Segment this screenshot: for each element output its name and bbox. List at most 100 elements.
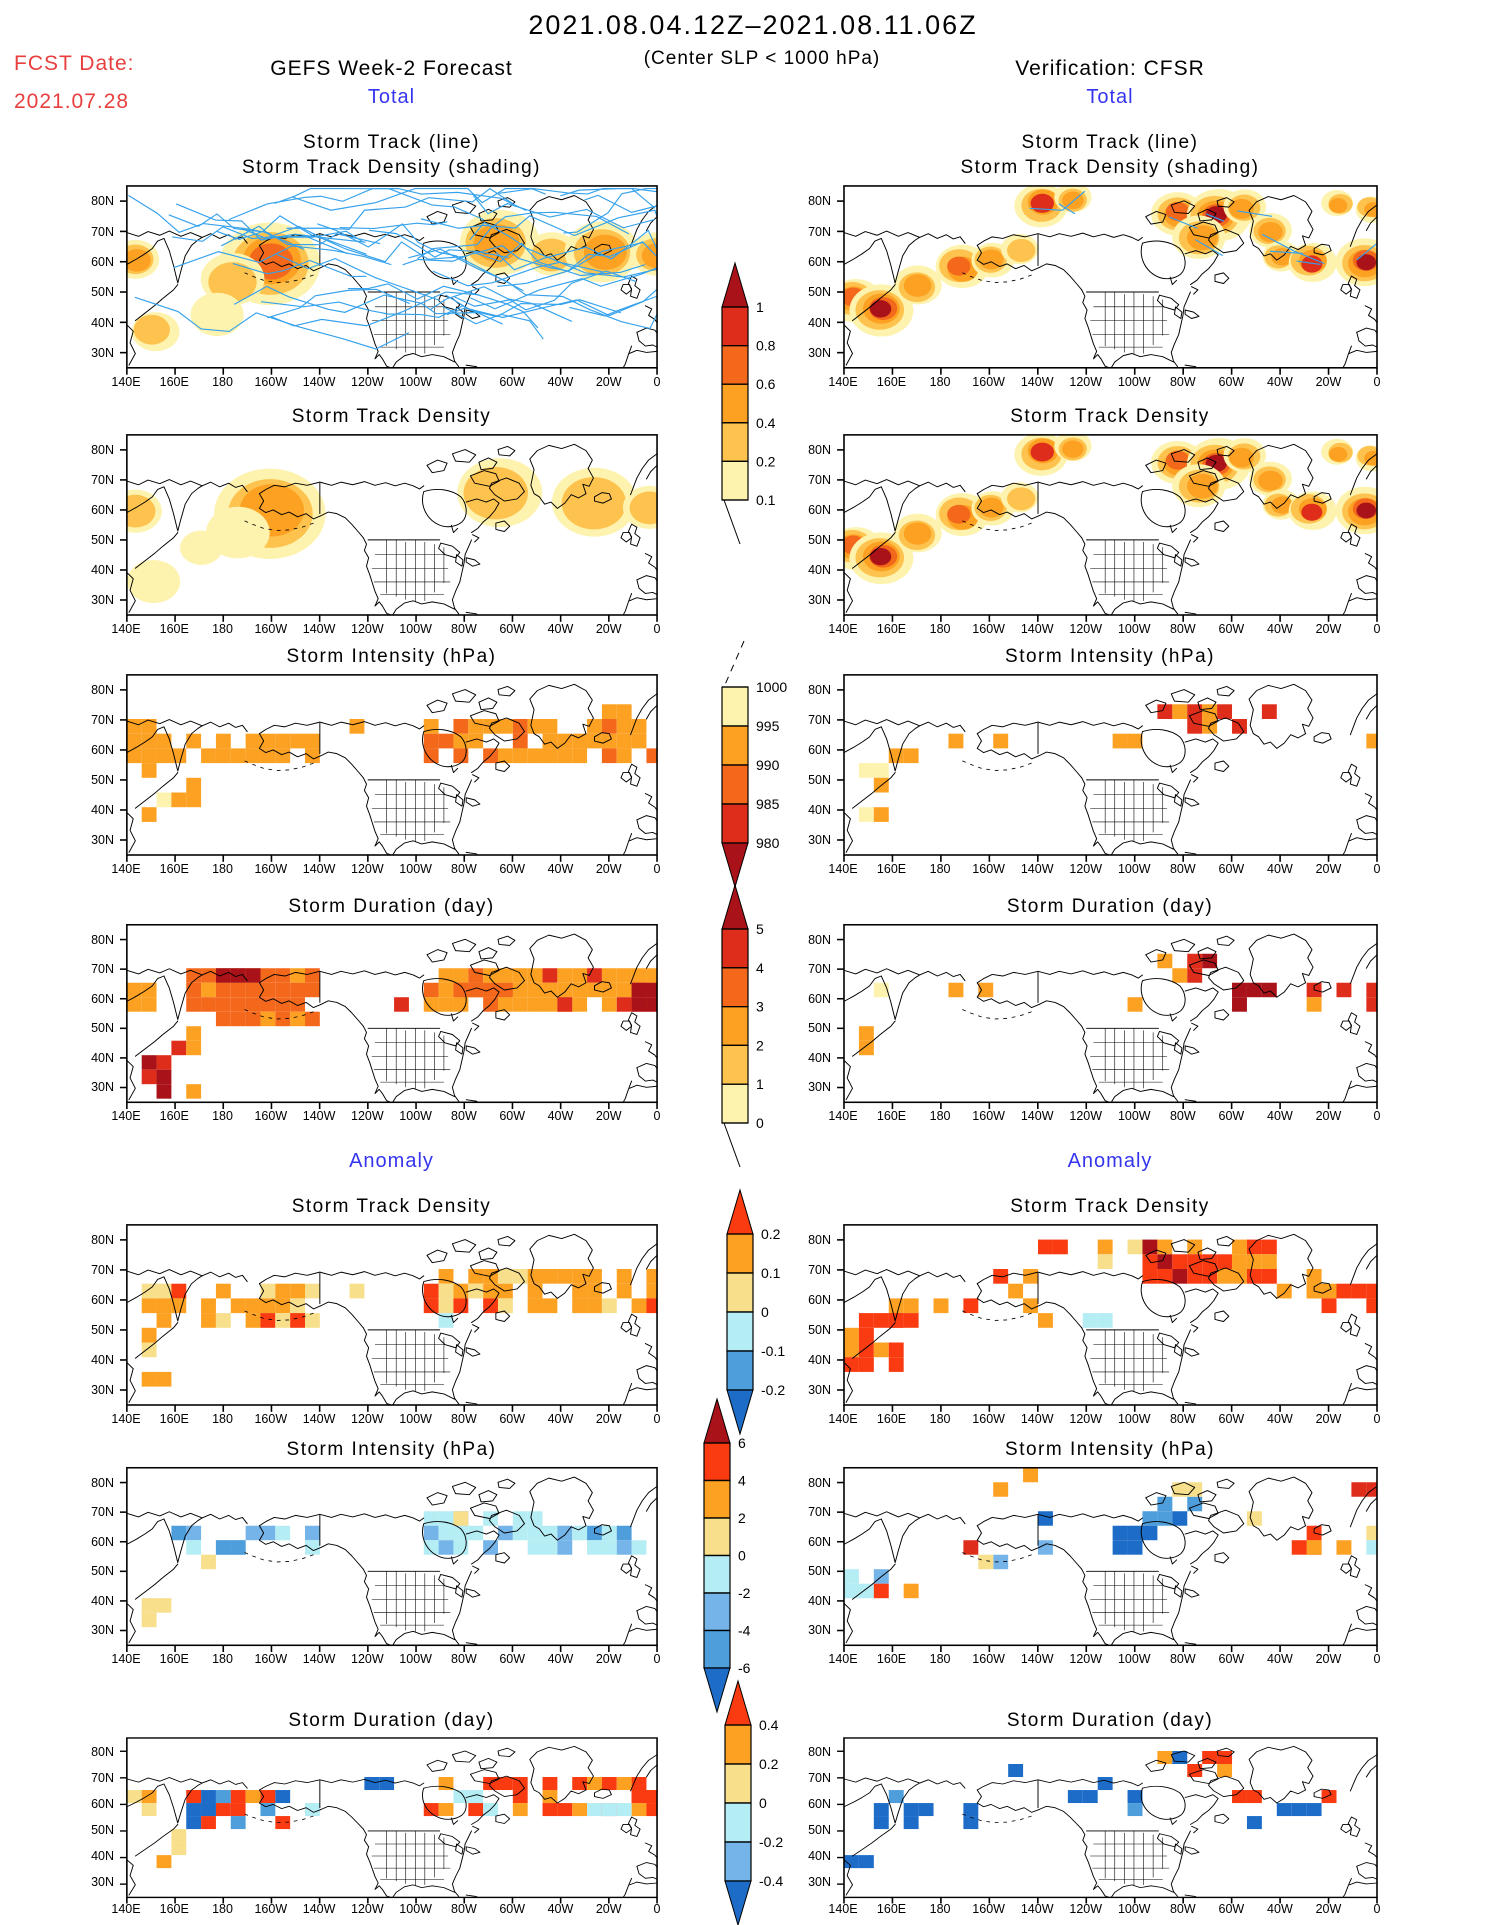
lon-tick-label: 0 [1373,862,1381,876]
lon-tick-label: 140W [1020,375,1054,389]
storm-track-line [1205,213,1225,222]
colorbar-tick-label: 0.1 [756,492,776,508]
lon-tick-label: 160W [254,1412,288,1426]
lon-tick-label: 100W [1117,622,1151,636]
lat-tick-label: 80N [91,682,114,697]
colorbar-tick-label: -0.1 [761,1343,785,1359]
lat-tick-label: 40N [91,1593,114,1608]
lon-tick-label: 160E [159,1109,189,1123]
storm-track-line [347,283,479,300]
lon-tick-label: 140E [828,1652,858,1666]
storm-track-line [1356,242,1378,262]
lon-tick-label: 120W [1069,375,1103,389]
lon-tick-label: 40W [547,1902,574,1916]
storm-track-line [432,261,604,287]
storm-track-line [584,188,658,213]
storm-track-line [291,188,546,211]
lon-tick-label: 140W [302,862,336,876]
lon-tick-label: 60W [499,862,526,876]
lat-tick-label: 80N [91,194,114,209]
lat-tick-label: 80N [91,1744,114,1759]
lon-tick-label: 80W [1169,1412,1196,1426]
lon-tick-label: 0 [1373,1652,1381,1666]
map-total_intensity_cfsr [837,674,1378,862]
storm-track-line [339,221,448,230]
colorbar-tick-label: 0.4 [759,1717,779,1733]
lon-tick-label: 160W [254,622,288,636]
storm-track-line [368,229,509,259]
colorbar-tick-label: -2 [738,1585,751,1601]
lat-tick-label: 50N [808,285,831,300]
colorbar-tick-label: 0 [738,1548,746,1564]
lat-tick-label: 80N [808,1744,831,1759]
storm-track-line [470,267,658,310]
lon-tick-label: 120W [351,1109,384,1123]
lon-tick-label: 0 [1373,1412,1381,1426]
lat-tick-label: 30N [808,593,831,607]
lon-tick-label: 160W [972,622,1005,636]
colorbar-tick-label: -0.2 [759,1834,783,1850]
lat-tick-label: 80N [91,932,114,947]
lat-tick-label: 30N [808,345,831,360]
lon-tick-label: 160E [876,1109,907,1123]
lon-tick-label: 140E [111,1902,141,1916]
colorbar-total_duration: 5 4 3 2 1 0 [721,883,764,1168]
lon-tick-label: 140E [828,1412,858,1426]
lon-tick-label: 60W [499,375,526,389]
lon-tick-label: 160W [254,862,288,876]
lon-tick-label: 40W [1267,1412,1293,1426]
lon-tick-label: 120W [351,1652,384,1666]
lon-tick-label: 140W [302,375,336,389]
lon-tick-label: 100W [1117,1109,1151,1123]
lat-tick-label: 70N [91,473,114,487]
lon-tick-label: 20W [595,862,622,876]
section-label-anomaly-right: Anomaly [1067,1150,1153,1172]
colorbar-tick-label: 0 [756,1115,764,1131]
lon-tick-label: 140W [1020,1412,1054,1426]
colorbar-tick-label: 0.6 [756,376,776,392]
lon-tick-label: 40W [547,862,574,876]
storm-track-line [216,215,367,255]
lon-tick-label: 160E [876,622,907,636]
lat-tick-label: 80N [808,442,831,457]
lon-tick-label: 80W [451,1652,477,1666]
lon-tick-label: 40W [1267,1902,1293,1916]
panel-title-anom_duration_gefs: Storm Duration (day) [288,1710,495,1731]
lon-tick-label: 120W [1069,1109,1103,1123]
lon-tick-label: 40W [1267,1109,1293,1123]
lon-tick-label: 160W [254,375,288,389]
storm-track-line [261,301,503,325]
lon-tick-label: 160E [876,375,907,389]
map-anom_intensity_cfsr [837,1466,1378,1653]
storm-track-line [473,241,645,272]
storm-track-line [270,291,539,329]
lon-tick-label: 0 [653,1109,661,1123]
lat-tick-label: 50N [808,532,831,547]
lon-tick-label: 140E [111,375,141,389]
lon-tick-label: 160W [254,1902,288,1916]
lon-tick-label: 100W [399,1109,432,1123]
lat-tick-label: 40N [91,315,114,330]
colorbar-tick-label: 0.2 [761,1226,781,1242]
lon-tick-label: 140E [111,622,141,636]
lon-tick-label: 180 [929,1412,951,1426]
lon-tick-label: 0 [1373,1902,1381,1916]
lon-tick-label: 160E [876,1652,907,1666]
colorbar-anom_intensity: 6 4 2 0 -2 -4 -6 [703,1397,751,1714]
storm-track-line [445,294,622,318]
lon-tick-label: 80W [1169,622,1196,636]
lat-tick-label: 80N [808,194,831,209]
lat-tick-label: 30N [808,1383,831,1397]
colorbar-tick-label: 4 [738,1473,746,1489]
lon-tick-label: 180 [212,1902,233,1916]
lon-tick-label: 140W [302,1652,336,1666]
lat-tick-label: 40N [808,1849,831,1863]
lat-tick-label: 60N [808,254,831,269]
lon-tick-label: 140W [1020,622,1054,636]
panel-title-anom_intensity_cfsr: Storm Intensity (hPa) [1005,1439,1215,1460]
colorbar-tick-label: 0.2 [756,453,776,469]
lon-tick-label: 60W [499,1109,526,1123]
map-anom_density_gefs [119,1224,658,1412]
map-anom_duration_gefs [119,1737,658,1904]
lon-tick-label: 40W [547,1412,574,1426]
